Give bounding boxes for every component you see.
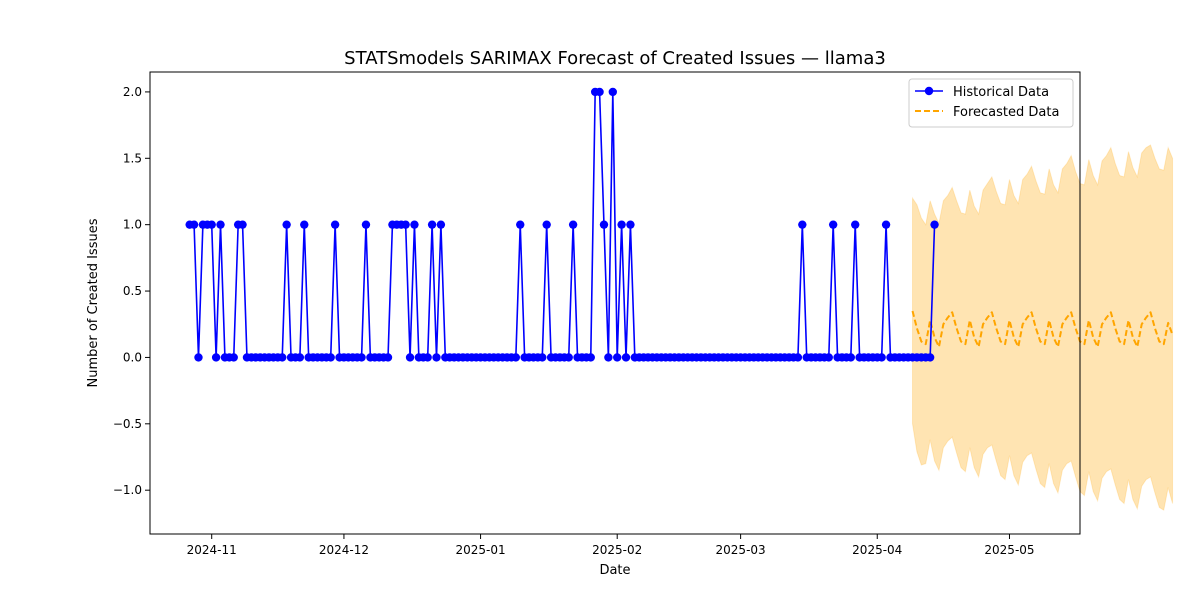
historical-point — [238, 220, 247, 229]
historical-point — [432, 353, 441, 362]
historical-point — [300, 220, 309, 229]
historical-point — [383, 353, 393, 362]
historical-point — [207, 220, 216, 229]
historical-point — [586, 353, 595, 362]
historical-point — [595, 87, 604, 97]
historical-point — [436, 220, 446, 229]
y-tick-label: 0.0 — [123, 350, 142, 364]
historical-point — [330, 220, 340, 229]
historical-point — [361, 220, 371, 229]
historical-point — [793, 353, 803, 362]
historical-point — [930, 220, 939, 229]
y-axis-label: Number of Created Issues — [86, 218, 101, 387]
historical-point — [189, 220, 199, 229]
x-tick-label: 2025-03 — [716, 543, 766, 557]
historical-point — [798, 220, 807, 229]
historical-point — [295, 353, 305, 362]
legend-label: Forecasted Data — [953, 105, 1059, 120]
x-axis: 2024-11 2024-12 2025-01 2025-02 2025-03 2025-… — [187, 534, 1035, 557]
y-tick-label: 1.5 — [123, 151, 142, 165]
historical-point — [925, 353, 935, 362]
y-tick-label: 0.5 — [123, 284, 142, 298]
historical-point — [564, 353, 573, 362]
x-tick-label: 2025-05 — [984, 543, 1034, 557]
historical-point — [621, 353, 631, 362]
x-tick-label: 2025-04 — [852, 543, 902, 557]
historical-point — [357, 353, 366, 362]
historical-point — [427, 220, 437, 229]
confidence-band-layer — [912, 144, 1174, 511]
x-axis-label: Date — [599, 563, 630, 578]
historical-point — [516, 220, 525, 229]
historical-series-layer — [185, 87, 939, 362]
historical-point — [617, 220, 626, 229]
forecast-line — [911, 310, 1174, 348]
chart-title: STATSmodels SARIMAX Forecast of Created … — [344, 48, 886, 69]
legend-box — [908, 78, 1074, 128]
plot-area-frame — [149, 71, 1081, 535]
historical-point — [599, 220, 609, 229]
historical-point — [405, 353, 415, 362]
historical-point — [846, 353, 856, 362]
historical-point — [401, 220, 410, 229]
historical-point — [568, 220, 578, 229]
historical-point — [278, 353, 287, 362]
historical-point — [542, 220, 551, 229]
x-tick-label: 2024-12 — [319, 543, 369, 557]
x-tick-label: 2024-11 — [187, 543, 237, 557]
historical-point — [194, 353, 203, 362]
historical-point — [326, 353, 335, 362]
historical-point — [877, 353, 886, 362]
forecast-series-layer — [911, 310, 1174, 348]
historical-point — [511, 353, 521, 362]
historical-point — [828, 220, 838, 229]
historical-point — [229, 353, 238, 362]
x-tick-label: 2025-02 — [592, 543, 642, 557]
historical-point — [613, 353, 622, 362]
historical-point — [824, 353, 833, 362]
y-tick-label: 2.0 — [123, 85, 142, 99]
y-tick-label: −0.5 — [113, 417, 142, 431]
y-axis: −1.0 −0.5 0.0 0.5 1.0 1.5 2.0 — [113, 85, 150, 497]
y-tick-label: 1.0 — [123, 218, 142, 232]
historical-point — [604, 353, 613, 362]
historical-point — [608, 87, 617, 97]
historical-point — [626, 220, 635, 229]
historical-point — [881, 220, 891, 229]
historical-point — [423, 353, 432, 362]
historical-point — [410, 220, 419, 229]
y-tick-label: −1.0 — [113, 483, 142, 497]
historical-point — [851, 220, 860, 229]
historical-point — [211, 353, 221, 362]
x-tick-label: 2025-01 — [455, 543, 505, 557]
historical-point — [282, 220, 291, 229]
legend-marker — [924, 86, 934, 96]
legend: Historical Data Forecasted Data — [908, 78, 1074, 128]
confidence-band — [912, 144, 1174, 511]
legend-label: Historical Data — [953, 85, 1049, 100]
historical-point — [216, 220, 225, 229]
historical-point — [538, 353, 547, 362]
